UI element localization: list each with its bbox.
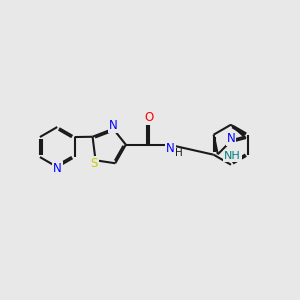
- Text: N: N: [53, 162, 62, 175]
- Text: N: N: [227, 132, 236, 145]
- Text: NH: NH: [224, 151, 241, 161]
- Text: H: H: [175, 148, 182, 158]
- Text: S: S: [90, 157, 98, 170]
- Text: N: N: [166, 142, 175, 155]
- Text: N: N: [109, 119, 118, 132]
- Text: O: O: [144, 111, 153, 124]
